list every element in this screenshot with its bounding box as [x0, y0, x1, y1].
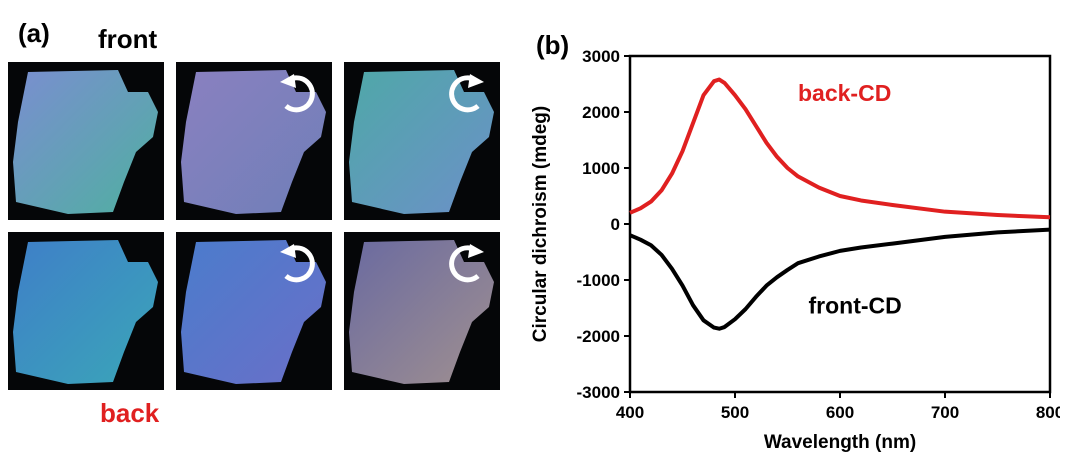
sample-photo-front-3: [344, 62, 500, 220]
series-annotation-back-CD: back-CD: [798, 80, 891, 106]
series-annotation-front-CD: front-CD: [809, 293, 902, 319]
series-line-front-CD: [629, 227, 1051, 331]
panel-b-label: (b): [536, 30, 570, 60]
y-tick-label: 2000: [582, 103, 620, 122]
y-tick-label: -3000: [577, 383, 620, 402]
sample-photo-front-2: [176, 62, 332, 220]
film-sample: [13, 240, 158, 384]
sample-photo-back-2: [176, 232, 332, 390]
x-tick-label: 500: [721, 403, 749, 422]
counterclockwise-arrow-icon: [280, 74, 315, 113]
sample-photo-back-1: [8, 232, 164, 390]
x-tick-label: 600: [826, 403, 854, 422]
sample-photo-front-1: [8, 62, 164, 220]
y-tick-label: 3000: [582, 47, 620, 66]
back-row-label: back: [100, 398, 160, 428]
x-tick-label: 700: [931, 403, 959, 422]
y-tick-label: -2000: [577, 327, 620, 346]
y-tick-label: -1000: [577, 271, 620, 290]
clockwise-arrow-icon: [449, 244, 484, 283]
x-tick-label: 400: [616, 403, 644, 422]
film-sample: [349, 70, 494, 214]
film-sample: [13, 70, 158, 214]
film-sample: [349, 240, 494, 384]
y-axis-label: Circular dichroism (mdeg): [530, 106, 551, 343]
x-tick-label: 800: [1036, 403, 1060, 422]
plot-frame: [628, 54, 1052, 394]
y-tick-label: 1000: [582, 159, 620, 178]
x-axis-label: Wavelength (nm): [764, 432, 916, 453]
sample-photo-back-3: [344, 232, 500, 390]
panel-a-label: (a): [18, 18, 50, 48]
cd-spectrum-chart: 400 500 600 700 800 -3000 -2000 -1000 0 1000 2000 3…: [530, 47, 1060, 453]
film-sample: [181, 240, 326, 384]
front-row-label: front: [98, 24, 158, 54]
y-tick-label: 0: [611, 215, 620, 234]
counterclockwise-arrow-icon: [280, 244, 315, 283]
film-sample: [181, 70, 326, 214]
clockwise-arrow-icon: [449, 74, 484, 113]
series-line-back-CD: [629, 77, 1051, 220]
